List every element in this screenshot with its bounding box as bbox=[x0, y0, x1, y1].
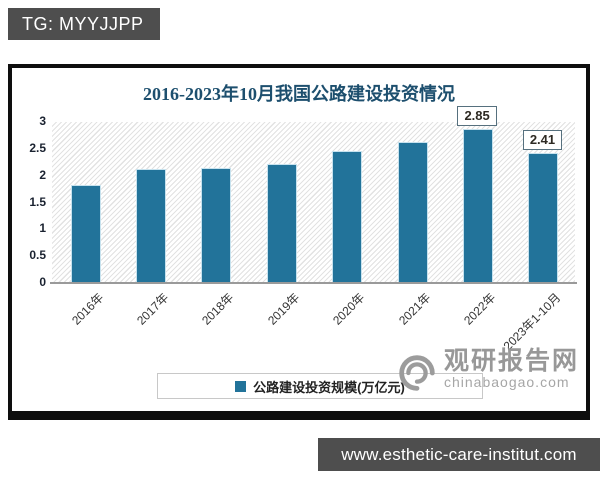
bar bbox=[397, 141, 428, 283]
y-axis-tick-label: 1.5 bbox=[29, 194, 46, 209]
x-axis-tick-label: 2016年 bbox=[68, 290, 107, 328]
legend-marker-square bbox=[235, 380, 247, 392]
y-axis-tick-label: 2 bbox=[39, 167, 46, 182]
x-axis-tick-label: 2021年 bbox=[395, 290, 433, 328]
x-axis-tick-label: 2023年1-10月 bbox=[500, 290, 564, 354]
chart-title: 2016-2023年10月我国公路建设投资情况 bbox=[143, 84, 455, 104]
bar bbox=[266, 164, 297, 283]
bar bbox=[462, 129, 493, 283]
x-axis-tick-label: 2017年 bbox=[134, 290, 172, 328]
y-axis-tick-label: 3 bbox=[39, 114, 46, 128]
bar bbox=[201, 168, 232, 283]
bar bbox=[332, 151, 363, 283]
bar bbox=[528, 152, 559, 283]
chart-panel: 2016-2023年10月我国公路建设投资情况 3 2.5 2 1.5 1 0.5 0 20… bbox=[8, 64, 590, 420]
bar-value-label: 2.41 bbox=[522, 129, 563, 150]
x-axis-tick-label: 2022年 bbox=[460, 290, 499, 328]
bar-value-label: 2.85 bbox=[457, 106, 497, 127]
legend-box: 公路建设投资规模(万亿元) bbox=[157, 373, 483, 399]
y-axis-tick-label: 2.5 bbox=[29, 140, 46, 155]
legend-label: 公路建设投资规模(万亿元) bbox=[253, 379, 405, 395]
x-axis-tick-label: 2020年 bbox=[330, 290, 368, 328]
bar bbox=[136, 168, 167, 283]
footer-url-bar: www.esthetic-care-institut.com bbox=[318, 438, 600, 471]
tg-badge: TG: MYYJJPP bbox=[8, 8, 160, 40]
footer-url-text: www.esthetic-care-institut.com bbox=[341, 444, 577, 464]
bar bbox=[70, 185, 101, 283]
x-axis-line bbox=[50, 282, 577, 284]
x-axis-tick-label: 2019年 bbox=[264, 290, 303, 328]
x-axis-tick-label: 2018年 bbox=[199, 290, 237, 328]
y-axis-tick-label: 0.5 bbox=[29, 248, 46, 263]
y-axis-tick-label: 0 bbox=[39, 275, 46, 289]
plot-area bbox=[52, 122, 575, 283]
y-axis-tick-label: 1 bbox=[39, 221, 46, 236]
